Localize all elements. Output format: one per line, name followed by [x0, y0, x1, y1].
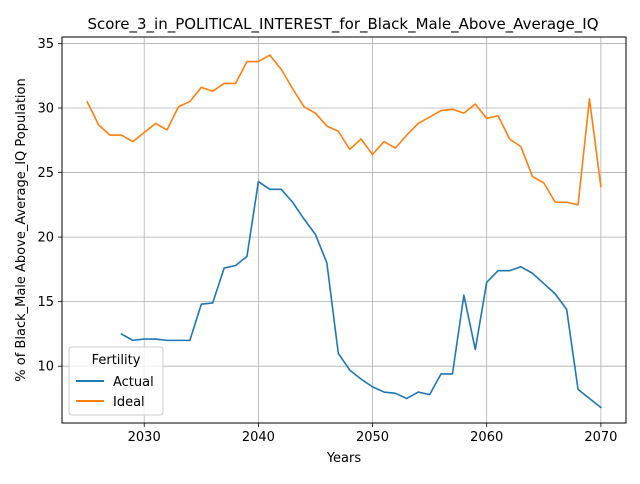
- y-axis-ticks: 10 15 20 25 30 35: [37, 37, 62, 375]
- x-tick-label: 2060: [470, 430, 503, 445]
- y-tick-label: 25: [37, 166, 54, 181]
- x-axis-label: Years: [326, 451, 362, 466]
- grid: [62, 37, 626, 423]
- legend: Fertility Actual Ideal: [68, 346, 164, 416]
- x-tick-label: 2030: [128, 430, 161, 445]
- x-tick-label: 2050: [356, 430, 389, 445]
- series-lines: [86, 54, 602, 409]
- x-tick-label: 2070: [584, 430, 617, 445]
- series-line-ideal: [86, 54, 602, 206]
- legend-box: [68, 346, 164, 416]
- y-axis-label: % of Black_Male Above_Average_IQ Populat…: [14, 78, 29, 381]
- legend-label-actual: Actual: [113, 375, 154, 390]
- x-tick-label: 2040: [242, 430, 275, 445]
- plot-frame: [61, 36, 627, 424]
- legend-title: Fertility: [92, 353, 141, 368]
- legend-label-ideal: Ideal: [113, 395, 145, 410]
- y-tick-label: 30: [37, 102, 54, 117]
- chart-title: Score_3_in_POLITICAL_INTEREST_for_Black_…: [87, 15, 598, 34]
- y-tick-label: 10: [37, 360, 54, 375]
- x-axis-ticks: 2030 2040 2050 2060 2070: [128, 423, 617, 445]
- y-tick-label: 20: [37, 231, 54, 246]
- y-tick-label: 35: [37, 37, 54, 52]
- series-line-actual: [120, 180, 602, 409]
- y-tick-label: 15: [37, 295, 54, 310]
